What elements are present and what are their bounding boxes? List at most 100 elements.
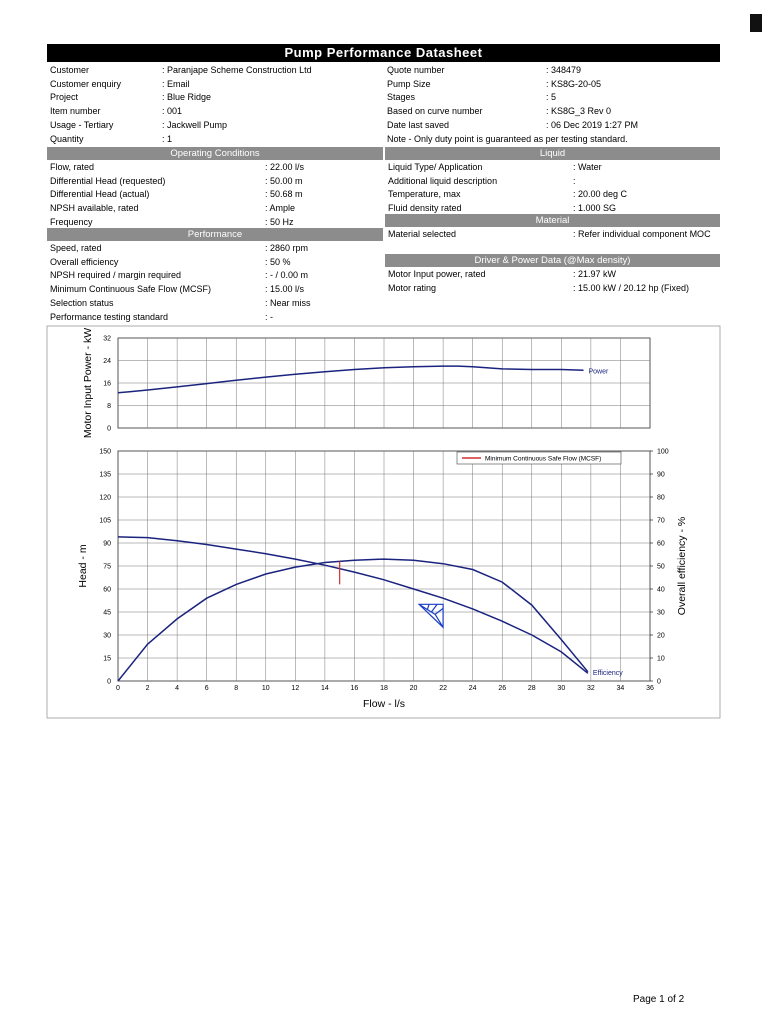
- y2-axis-label: Overall efficiency - %: [676, 517, 688, 615]
- section-header: Performance: [47, 228, 383, 241]
- y2-tick-label: 60: [657, 541, 665, 548]
- legend-label: Minimum Continuous Safe Flow (MCSF): [485, 456, 601, 463]
- x-axis-label: Flow - l/s: [363, 698, 405, 710]
- legend-box: [456, 451, 622, 465]
- section-header: Operating Conditions: [47, 147, 383, 160]
- x-tick-label: 30: [557, 685, 565, 692]
- field-value: : Refer individual component MOC: [573, 229, 711, 239]
- y-tick-label: 105: [99, 518, 111, 525]
- field-label: Speed, rated: [50, 243, 102, 253]
- x-tick-label: 12: [291, 685, 299, 692]
- x-tick-label: 10: [262, 685, 270, 692]
- field-value: : Water: [573, 162, 602, 172]
- field-label: Minimum Continuous Safe Flow (MCSF): [50, 284, 212, 295]
- chart-frame: [46, 325, 721, 719]
- y2-tick-label: 70: [657, 518, 665, 525]
- info-label: Customer enquiry: [50, 78, 122, 89]
- y-tick-label: 0: [107, 679, 111, 686]
- info-label: Item number: [50, 106, 101, 117]
- page-number: Page 1 of 2: [633, 994, 685, 1005]
- field-value: : -: [265, 311, 273, 322]
- field-value: : 15.00 kW / 20.12 hp (Fixed): [573, 282, 690, 293]
- field-value: : 1.000 SG: [573, 203, 617, 214]
- y-tick-label: 60: [103, 587, 111, 594]
- x-tick-label: 14: [321, 685, 329, 692]
- curve-label: Efficiency: [593, 670, 623, 677]
- info-label: Based on curve number: [387, 106, 483, 117]
- section-header: Driver & Power Data (@Max density): [385, 254, 720, 267]
- y2-tick-label: 30: [657, 610, 665, 617]
- x-tick-label: 26: [498, 685, 506, 692]
- x-tick-label: 36: [646, 685, 654, 692]
- duty-point: [417, 603, 444, 629]
- x-tick-label: 28: [528, 685, 536, 692]
- y-tick-label: 45: [103, 610, 111, 617]
- x-tick-label: 6: [205, 685, 209, 692]
- info-note: Note - Only duty point is guaranteed as …: [387, 133, 628, 144]
- info-value: : Email: [162, 78, 190, 89]
- info-value: : 001: [162, 106, 183, 117]
- field-value: : 22.00 l/s: [265, 162, 305, 172]
- field-label: Frequency: [50, 216, 93, 227]
- y-axis-label: Motor Input Power - kW: [82, 328, 94, 438]
- x-tick-label: 32: [587, 685, 595, 692]
- y-tick-label: 150: [99, 449, 111, 456]
- field-value: :: [573, 175, 576, 186]
- field-value: : Ample: [265, 203, 296, 214]
- field-value: : 50.68 m: [265, 189, 303, 200]
- field-label: Overall efficiency: [50, 256, 119, 267]
- y-tick-label: 24: [103, 358, 111, 365]
- info-value: : 5: [546, 92, 557, 103]
- field-label: Temperature, max: [388, 189, 461, 200]
- y-tick-label: 30: [103, 633, 111, 640]
- curve: [117, 365, 584, 394]
- info-label: Quote number: [387, 65, 445, 75]
- info-value: : 06 Dec 2019 1:27 PM: [546, 119, 639, 130]
- field-value: : Near miss: [265, 297, 311, 308]
- x-tick-label: 24: [469, 685, 477, 692]
- field-label: Additional liquid description: [388, 175, 498, 186]
- info-value: : KS8G-20-05: [546, 78, 602, 89]
- y-tick-label: 8: [107, 403, 111, 410]
- y-tick-label: 32: [103, 336, 111, 343]
- x-tick-label: 34: [617, 685, 625, 692]
- field-label: Selection status: [50, 297, 114, 308]
- info-label: Pump Size: [387, 78, 431, 89]
- y-tick-label: 75: [103, 564, 111, 571]
- y-tick-label: 0: [107, 426, 111, 433]
- info-label: Quantity: [50, 133, 84, 144]
- y-tick-label: 135: [99, 472, 111, 479]
- y2-tick-label: 80: [657, 495, 665, 502]
- info-value: : Paranjape Scheme Construction Ltd: [162, 65, 312, 75]
- y-tick-label: 15: [103, 656, 111, 663]
- y2-tick-label: 10: [657, 656, 665, 663]
- info-value: : 1: [162, 133, 173, 144]
- field-label: Flow, rated: [50, 162, 95, 172]
- y-axis-label: Head - m: [77, 544, 89, 587]
- field-value: : 50 %: [265, 256, 291, 267]
- field-value: : 20.00 deg C: [573, 189, 628, 200]
- y2-tick-label: 100: [657, 449, 669, 456]
- curve: [117, 558, 589, 682]
- info-label: Project: [50, 92, 79, 103]
- info-value: : 348479: [546, 65, 582, 75]
- section-header: Material: [385, 214, 720, 227]
- field-value: : 15.00 l/s: [265, 284, 305, 295]
- title-bar: Pump Performance Datasheet: [47, 44, 720, 62]
- curve: [117, 536, 589, 674]
- field-label: NPSH available, rated: [50, 203, 139, 214]
- info-value: : KS8G_3 Rev 0: [546, 106, 612, 117]
- info-label: Usage - Tertiary: [50, 119, 114, 130]
- y2-tick-label: 90: [657, 472, 665, 479]
- curve-label: Power: [589, 368, 610, 375]
- x-tick-label: 4: [175, 685, 179, 692]
- field-label: Material selected: [388, 229, 457, 239]
- x-tick-label: 2: [146, 685, 150, 692]
- info-label: Customer: [50, 65, 90, 75]
- x-tick-label: 8: [234, 685, 238, 692]
- y-tick-label: 90: [103, 541, 111, 548]
- y2-tick-label: 50: [657, 564, 665, 571]
- section-header: Liquid: [385, 147, 720, 160]
